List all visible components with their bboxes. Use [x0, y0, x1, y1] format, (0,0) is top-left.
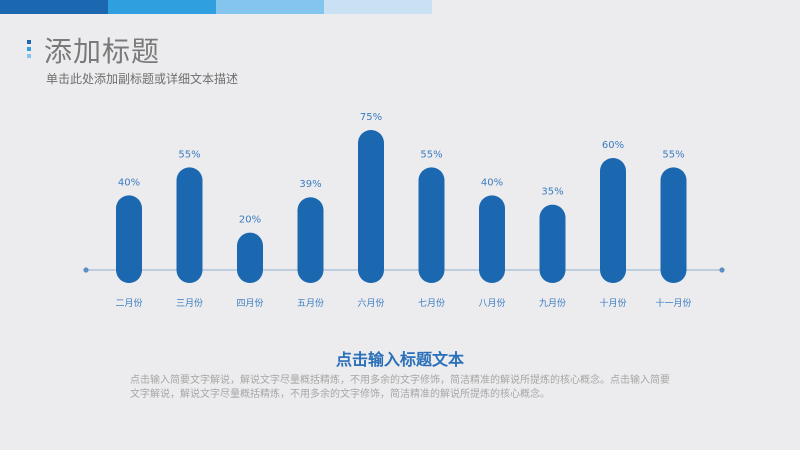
- bar: [418, 167, 445, 283]
- axis-end-dot-right: [719, 267, 725, 273]
- data-label: 35%: [541, 187, 563, 198]
- data-label: 40%: [118, 177, 140, 188]
- body-text: 点击输入简要文字解说，解说文字尽量概括精炼，不用多余的文字修饰，简洁精准的解说所…: [130, 375, 670, 400]
- category-label: 七月份: [418, 297, 445, 309]
- category-label: 三月份: [176, 297, 203, 309]
- category-label: 六月份: [357, 297, 384, 309]
- bar: [660, 167, 687, 283]
- top-color-bar: [0, 0, 432, 14]
- data-label: 39%: [299, 179, 321, 190]
- bar: [237, 232, 263, 283]
- page-title: 添加标题: [44, 35, 161, 68]
- bar: [297, 197, 324, 283]
- data-label: 40%: [481, 177, 503, 188]
- category-label: 九月份: [539, 297, 566, 309]
- accent-dot-1: [27, 40, 31, 44]
- accent-dot-3: [27, 54, 31, 58]
- category-label: 四月份: [236, 297, 263, 309]
- bar: [600, 158, 626, 283]
- data-label: 55%: [662, 149, 684, 160]
- top-bar-segment-2: [108, 0, 216, 14]
- category-label: 十一月份: [655, 297, 691, 309]
- data-label: 75%: [360, 112, 382, 123]
- section-title: 点击输入标题文本: [335, 350, 464, 369]
- bar: [176, 167, 203, 283]
- data-label: 60%: [602, 140, 624, 151]
- data-label: 55%: [420, 149, 442, 160]
- title-accent-dots: [27, 40, 31, 61]
- accent-dot-2: [27, 47, 31, 51]
- bar: [116, 195, 142, 283]
- top-bar-segment-1: [0, 0, 108, 14]
- page-subtitle: 单击此处添加副标题或详细文本描述: [46, 72, 239, 86]
- data-label: 20%: [239, 215, 261, 226]
- category-label: 十月份: [599, 297, 626, 309]
- category-label: 八月份: [478, 297, 505, 309]
- top-bar-segment-3: [216, 0, 324, 14]
- data-label: 55%: [178, 149, 200, 160]
- category-label: 五月份: [297, 297, 324, 309]
- category-label: 二月份: [115, 297, 142, 309]
- bar: [539, 204, 566, 283]
- axis-end-dot-left: [83, 267, 89, 273]
- top-bar-segment-4: [324, 0, 432, 14]
- bar: [358, 130, 384, 283]
- bar: [479, 195, 505, 283]
